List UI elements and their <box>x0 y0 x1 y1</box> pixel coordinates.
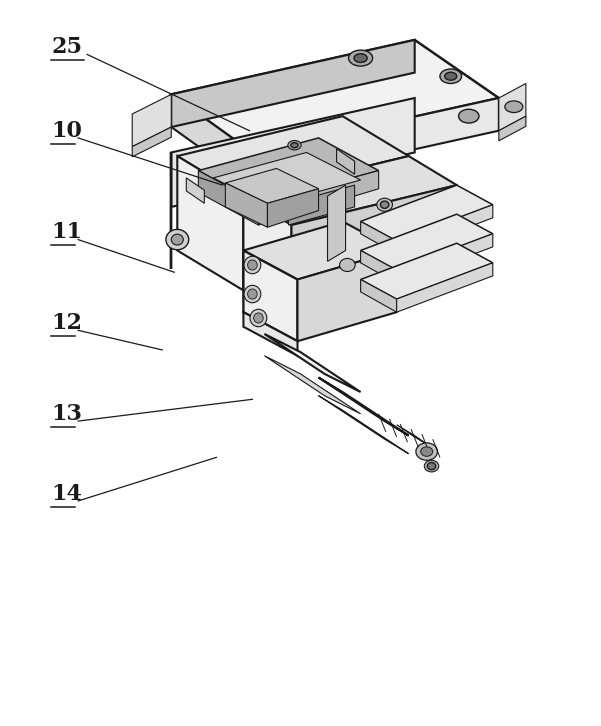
Ellipse shape <box>354 54 367 62</box>
Polygon shape <box>177 156 243 290</box>
Polygon shape <box>397 234 493 283</box>
Polygon shape <box>171 40 415 127</box>
Polygon shape <box>297 250 397 341</box>
Polygon shape <box>337 149 355 174</box>
Polygon shape <box>361 221 397 254</box>
Polygon shape <box>225 168 319 203</box>
Polygon shape <box>288 185 355 225</box>
Polygon shape <box>397 425 433 448</box>
Text: 11: 11 <box>51 221 82 243</box>
Ellipse shape <box>288 140 301 150</box>
Ellipse shape <box>244 285 261 303</box>
Polygon shape <box>243 312 297 356</box>
Polygon shape <box>132 94 171 147</box>
Ellipse shape <box>377 198 392 211</box>
Polygon shape <box>264 356 361 414</box>
Polygon shape <box>361 280 397 312</box>
Ellipse shape <box>250 309 267 327</box>
Polygon shape <box>361 185 493 241</box>
Polygon shape <box>171 94 252 185</box>
Ellipse shape <box>416 443 438 460</box>
Text: 13: 13 <box>51 403 82 425</box>
Polygon shape <box>397 205 493 254</box>
Ellipse shape <box>254 313 263 323</box>
Polygon shape <box>186 178 204 203</box>
Ellipse shape <box>349 50 373 66</box>
Ellipse shape <box>380 201 389 208</box>
Ellipse shape <box>440 69 462 83</box>
Polygon shape <box>225 183 267 227</box>
Ellipse shape <box>248 260 257 270</box>
Ellipse shape <box>421 446 433 457</box>
Ellipse shape <box>166 229 189 250</box>
Ellipse shape <box>291 142 298 147</box>
Text: 12: 12 <box>51 312 82 334</box>
Ellipse shape <box>248 289 257 299</box>
Ellipse shape <box>445 72 457 81</box>
Polygon shape <box>198 171 258 225</box>
Polygon shape <box>177 116 409 196</box>
Polygon shape <box>319 396 409 454</box>
Polygon shape <box>243 156 409 290</box>
Polygon shape <box>252 98 499 185</box>
Polygon shape <box>264 334 361 392</box>
Polygon shape <box>499 116 526 141</box>
Polygon shape <box>198 138 379 203</box>
Polygon shape <box>319 378 409 436</box>
Polygon shape <box>243 156 457 225</box>
Ellipse shape <box>424 460 439 472</box>
Polygon shape <box>243 221 397 280</box>
Text: 14: 14 <box>51 483 82 505</box>
Polygon shape <box>171 98 415 207</box>
Ellipse shape <box>459 109 479 123</box>
Polygon shape <box>361 250 397 283</box>
Polygon shape <box>243 196 291 280</box>
Ellipse shape <box>171 234 183 245</box>
Ellipse shape <box>340 258 355 272</box>
Polygon shape <box>361 243 493 299</box>
Polygon shape <box>361 214 493 270</box>
Polygon shape <box>291 185 457 280</box>
Polygon shape <box>258 171 379 225</box>
Polygon shape <box>243 250 297 341</box>
Polygon shape <box>328 185 346 261</box>
Ellipse shape <box>505 101 523 113</box>
Ellipse shape <box>244 256 261 274</box>
Text: 25: 25 <box>51 36 82 58</box>
Polygon shape <box>499 83 526 131</box>
Text: 10: 10 <box>51 120 82 142</box>
Polygon shape <box>267 189 319 227</box>
Polygon shape <box>171 40 499 152</box>
Polygon shape <box>132 127 171 157</box>
Polygon shape <box>213 152 361 205</box>
Polygon shape <box>397 263 493 312</box>
Ellipse shape <box>427 462 436 470</box>
